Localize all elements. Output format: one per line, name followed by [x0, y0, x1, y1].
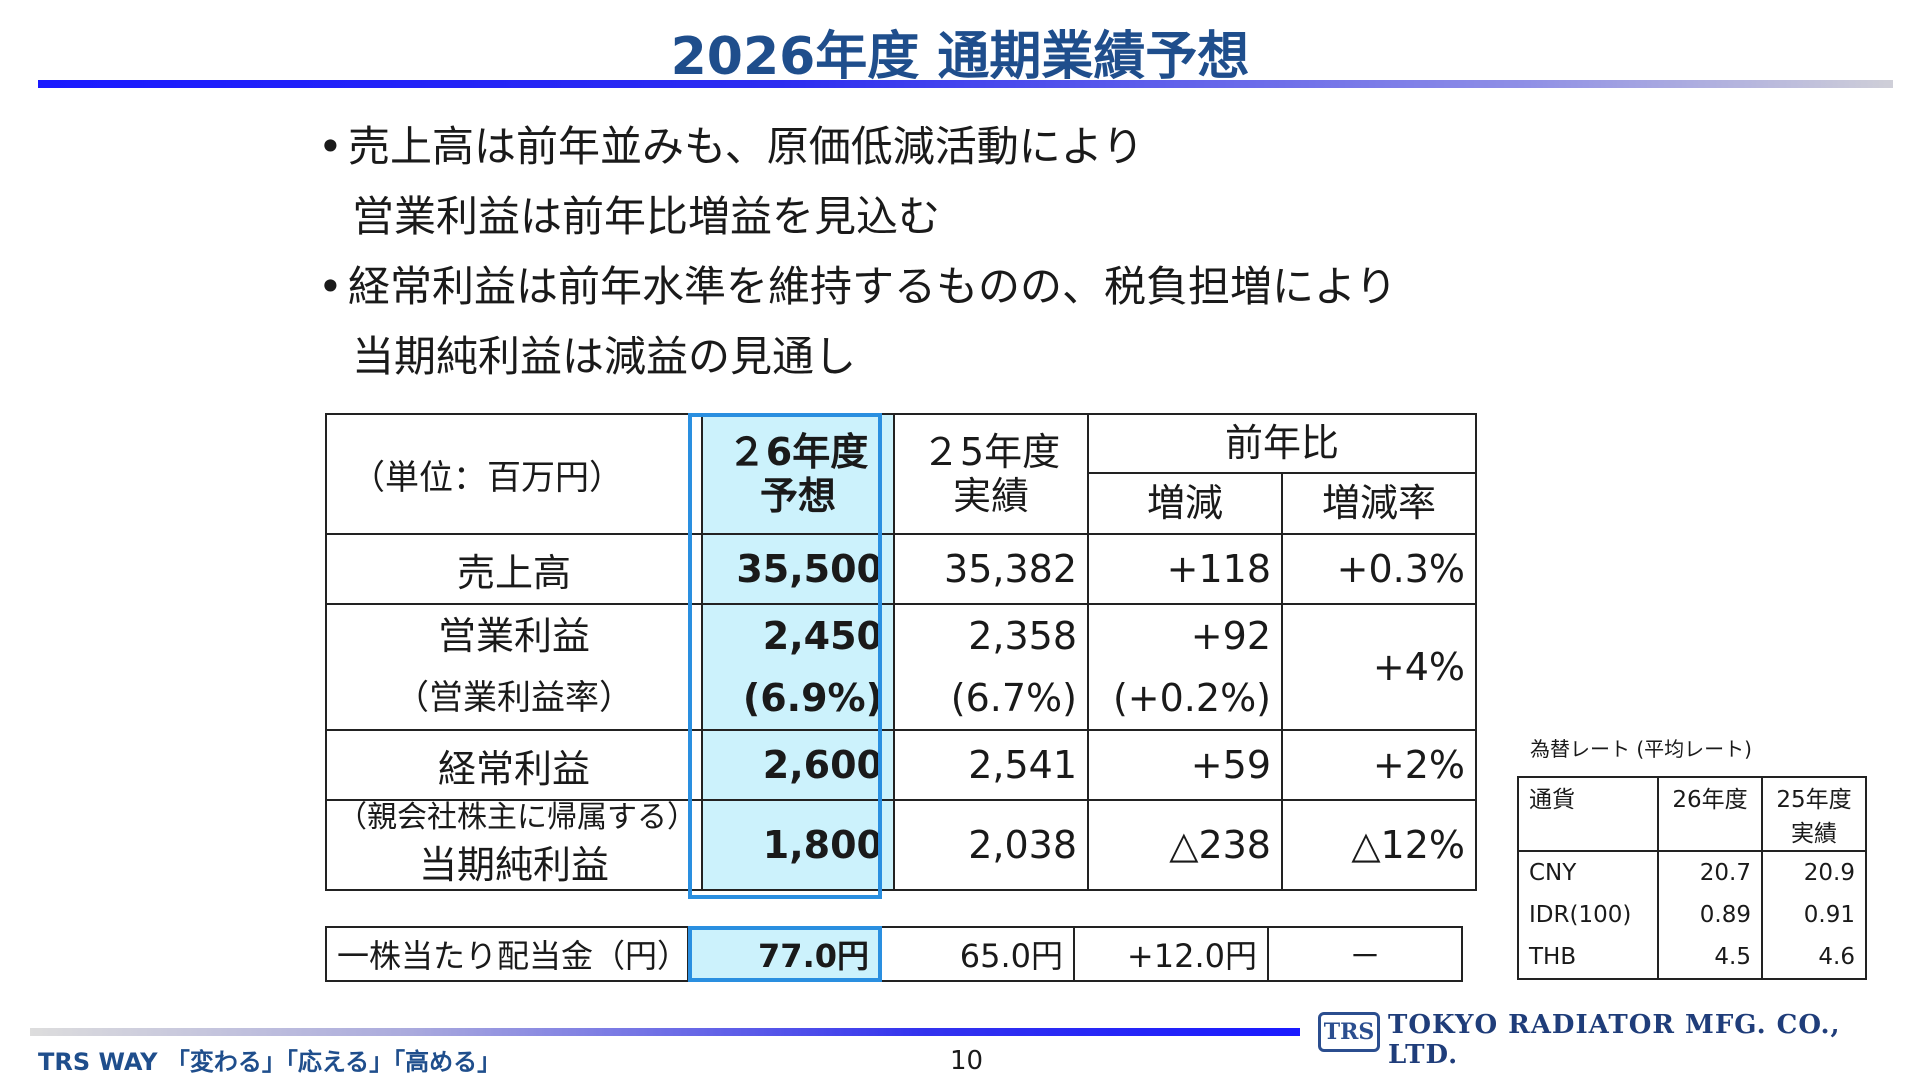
bullet-item: • 経常利益は前年水準を維持するものの、税負担増により — [318, 262, 1398, 311]
table-row: （親会社株主に帰属する） 当期純利益 1,800 2,038 △238 △12% — [325, 799, 1477, 891]
cell-diff: +92 (+0.2%) — [1087, 603, 1283, 731]
fx-header-fy25-line2: 実績 — [1791, 821, 1837, 847]
bullet-continuation: 当期純利益は減益の見通し — [352, 332, 857, 381]
cell-fy26: 2,450 (6.9%) — [701, 603, 895, 731]
fx-fy25: 0.91 — [1761, 894, 1867, 936]
trs-way-slogan: TRS WAY 「変わる」「応える」「高める」 — [38, 1048, 502, 1076]
header-fy26-line2: 予想 — [759, 474, 836, 518]
header-fy26: ２6年度 予想 — [701, 413, 895, 535]
row-label-main: 当期純利益 — [418, 842, 609, 887]
dividend-table: 一株当たり配当金（円） 77.0円 65.0円 +12.0円 － — [325, 926, 1463, 982]
table-row: 経常利益 2,600 2,541 +59 +2% — [325, 729, 1477, 801]
fx-currency: THB — [1517, 936, 1659, 980]
fx-row: CNY 20.7 20.9 — [1517, 851, 1867, 894]
cell-value: +92 — [1190, 614, 1271, 658]
cell-fy25: 65.0円 — [879, 926, 1075, 982]
fx-header-row: 通貨 26年度 25年度 実績 — [1517, 776, 1867, 852]
footer-rule — [30, 1028, 1300, 1036]
cell-fy25: 35,382 — [893, 533, 1089, 605]
cell-diff: +12.0円 — [1073, 926, 1269, 982]
bullet-item: • 売上高は前年並みも、原価低減活動により — [318, 122, 1144, 171]
fx-header-fy25-line1: 25年度 — [1776, 787, 1852, 813]
header-fy26-line1: ２6年度 — [727, 430, 869, 474]
row-label-sub: （営業利益率） — [395, 678, 633, 718]
cell-fy26: 1,800 — [701, 799, 895, 891]
cell-margin: (6.9%) — [742, 676, 883, 720]
cell-value: 2,358 — [968, 614, 1077, 658]
fx-header-fy25: 25年度 実績 — [1761, 776, 1867, 852]
cell-fy26: 77.0円 — [687, 926, 881, 982]
row-label-main: 営業利益 — [437, 614, 590, 658]
cell-fy26: 2,600 — [701, 729, 895, 801]
cell-fy26: 35,500 — [701, 533, 895, 605]
row-label: 売上高 — [325, 533, 703, 605]
cell-diff: +118 — [1087, 533, 1283, 605]
table-row: 営業利益 （営業利益率） 2,450 (6.9%) 2,358 (6.7%) +… — [325, 603, 1477, 731]
fx-fy26: 20.7 — [1657, 851, 1763, 894]
fx-caption: 為替レート (平均レート) — [1530, 737, 1752, 761]
fx-fy25: 4.6 — [1761, 936, 1867, 980]
fx-currency: IDR(100) — [1517, 894, 1659, 936]
page-title: 2026年度 通期業績予想 — [670, 27, 1250, 87]
cell-value: 2,450 — [762, 614, 883, 658]
header-diff: 増減 — [1087, 471, 1283, 536]
fx-row: IDR(100) 0.89 0.91 — [1517, 894, 1867, 936]
fx-fy25: 20.9 — [1761, 851, 1867, 894]
fx-fy26: 0.89 — [1657, 894, 1763, 936]
company-logo: TRS — [1318, 1012, 1380, 1052]
table-row: 売上高 35,500 35,382 +118 +0.3% — [325, 533, 1477, 605]
fx-row: THB 4.5 4.6 — [1517, 936, 1867, 980]
company-name: TOKYO RADIATOR MFG. CO., LTD. — [1388, 1010, 1841, 1070]
forecast-table: （単位：百万円） ２6年度 予想 ２5年度 実績 前年比 増減 増減率 売上高 … — [325, 413, 1477, 891]
fx-currency: CNY — [1517, 851, 1659, 894]
cell-margin: (+0.2%) — [1112, 676, 1271, 720]
header-fy25-line1: ２5年度 — [921, 430, 1061, 474]
cell-fy25: 2,358 (6.7%) — [893, 603, 1089, 731]
cell-diff: △238 — [1087, 799, 1283, 891]
fx-fy26: 4.5 — [1657, 936, 1763, 980]
title-underline — [38, 80, 1893, 88]
fx-header-currency: 通貨 — [1517, 776, 1659, 852]
cell-rate: +0.3% — [1281, 533, 1477, 605]
cell-rate: － — [1267, 926, 1463, 982]
row-label: 経常利益 — [325, 729, 703, 801]
header-fy25-line2: 実績 — [952, 474, 1029, 518]
bullet-continuation: 営業利益は前年比増益を見込む — [352, 192, 941, 241]
cell-margin: (6.7%) — [950, 676, 1077, 720]
row-label-note: （親会社株主に帰属する） — [337, 799, 697, 835]
header-rate: 増減率 — [1281, 471, 1477, 536]
fx-header-fy26: 26年度 — [1657, 776, 1763, 852]
page-number: 10 — [950, 1046, 984, 1076]
fx-table: 通貨 26年度 25年度 実績 CNY 20.7 20.9 IDR(100) 0… — [1517, 776, 1867, 980]
cell-rate: +4% — [1281, 603, 1477, 731]
table-row: 一株当たり配当金（円） 77.0円 65.0円 +12.0円 － — [325, 926, 1463, 982]
bullet-text: 売上高は前年並みも、原価低減活動により — [348, 122, 1144, 171]
row-label: 一株当たり配当金（円） — [325, 926, 689, 982]
cell-rate: +2% — [1281, 729, 1477, 801]
header-fy25: ２5年度 実績 — [893, 413, 1089, 535]
row-label: （親会社株主に帰属する） 当期純利益 — [325, 799, 703, 891]
unit-label: （単位：百万円） — [325, 413, 703, 535]
row-label: 営業利益 （営業利益率） — [325, 603, 703, 731]
header-yoy: 前年比 — [1087, 413, 1477, 474]
cell-diff: +59 — [1087, 729, 1283, 801]
cell-fy25: 2,541 — [893, 729, 1089, 801]
bullet-text: 経常利益は前年水準を維持するものの、税負担増により — [348, 262, 1398, 311]
cell-rate: △12% — [1281, 799, 1477, 891]
cell-fy25: 2,038 — [893, 799, 1089, 891]
bullet-list: • 売上高は前年並みも、原価低減活動により 営業利益は前年比増益を見込む • 経常利… — [318, 112, 1397, 392]
